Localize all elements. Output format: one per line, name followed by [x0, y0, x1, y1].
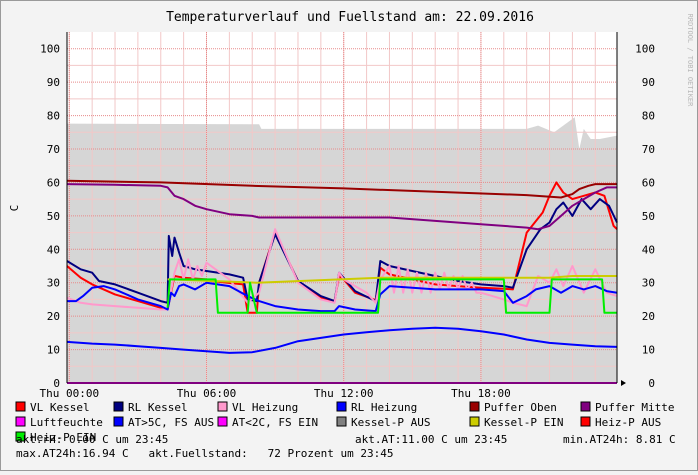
legend-swatch — [15, 401, 26, 412]
legend-swatch — [217, 401, 228, 412]
legend-swatch — [336, 416, 347, 427]
legend-swatch — [217, 416, 228, 427]
series-line-at-5c-fs-aus — [66, 326, 618, 354]
legend-swatch — [580, 416, 591, 427]
y-tick-label-left: 80 — [47, 110, 60, 123]
x-tick-label: Thu 00:00 — [39, 387, 99, 400]
legend-swatch — [113, 401, 124, 412]
x-axis-arrow — [621, 380, 626, 386]
stat-humidity: akt.rH: 0.00 C um 23:45 — [16, 433, 168, 446]
y-tick-label-left: 10 — [47, 344, 60, 357]
legend-swatch — [15, 431, 26, 442]
legend-label: Kessel-P AUS — [351, 416, 430, 429]
chart-title: Temperaturverlauf und Fuellstand am: 22.… — [166, 10, 534, 25]
y-tick-label-left: 60 — [47, 176, 60, 189]
y-tick-label-left: 100 — [40, 43, 60, 56]
legend-swatch — [336, 401, 347, 412]
y-tick-label-right: 90 — [642, 76, 655, 89]
legend-label: RL Heizung — [351, 401, 417, 414]
series-line-puffer-mitte — [66, 183, 617, 231]
legend-label: AT>5C, FS AUS — [128, 416, 214, 429]
watermark-label: RRDTOOL / TOBI OETIKER — [686, 14, 694, 108]
y-tick-label-right: 80 — [642, 110, 655, 123]
legend-label: Puffer Mitte — [595, 401, 674, 414]
legend: VL Kessel RL Kessel VL Heizung RL Heizung Pu… — [15, 401, 674, 444]
stat-max-temp-fill-level: max.AT24h:16.94 C akt.Fuellstand: 72 Pro… — [16, 447, 394, 460]
y-tick-label-left: 90 — [47, 76, 60, 89]
legend-swatch — [580, 401, 591, 412]
legend-label: Luftfeuchte — [30, 416, 103, 429]
legend-label: Heiz-P EIN — [30, 431, 96, 444]
y-tick-label-right: 50 — [642, 210, 655, 223]
series-line-heiz-p-ein — [166, 278, 617, 314]
legend-label: VL Kessel — [30, 401, 90, 414]
plot-area: 0 0 10 10 20 20 30 30 40 40 50 50 60 60 70 70 80 80 90 90 10… — [39, 32, 655, 400]
legend-label: AT<2C, FS EIN — [232, 416, 318, 429]
y-tick-label-left: 70 — [47, 143, 60, 156]
x-tick-label: Thu 12:00 — [314, 387, 374, 400]
legend-label: RL Kessel — [128, 401, 188, 414]
fill-level-area — [67, 117, 617, 383]
y-tick-label-right: 100 — [635, 43, 655, 56]
y-tick-label-right: 0 — [648, 377, 655, 390]
legend-label: VL Heizung — [232, 401, 298, 414]
legend-swatch — [113, 416, 124, 427]
legend-swatch — [469, 401, 480, 412]
y-tick-label-right: 70 — [642, 143, 655, 156]
stat-min-temp: min.AT24h: 8.81 C — [563, 433, 676, 446]
legend-label: Puffer Oben — [484, 401, 557, 414]
y-tick-label-left: 30 — [47, 277, 60, 290]
series-line-puffer-oben — [66, 179, 617, 199]
y-tick-label-left: 0 — [53, 377, 60, 390]
y-tick-label-right: 60 — [642, 176, 655, 189]
x-tick-label: Thu 06:00 — [177, 387, 237, 400]
y-tick-label-right: 40 — [642, 243, 655, 256]
y-tick-label-right: 30 — [642, 277, 655, 290]
y-axis-label: C — [8, 205, 21, 212]
legend-swatch — [469, 416, 480, 427]
y-tick-label-right: 10 — [642, 344, 655, 357]
legend-label: Heiz-P AUS — [595, 416, 661, 429]
legend-swatch — [15, 416, 26, 427]
stat-outdoor-temp: akt.AT:11.00 C um 23:45 — [355, 433, 507, 446]
y-tick-label-left: 20 — [47, 310, 60, 323]
series-line-kessel-p-ein — [167, 275, 617, 284]
series-line-rl-heizung — [67, 281, 618, 313]
y-tick-label-left: 50 — [47, 210, 60, 223]
x-tick-label: Thu 18:00 — [451, 387, 511, 400]
legend-label: Kessel-P EIN — [484, 416, 563, 429]
y-tick-label-left: 40 — [47, 243, 60, 256]
y-tick-label-right: 20 — [642, 310, 655, 323]
